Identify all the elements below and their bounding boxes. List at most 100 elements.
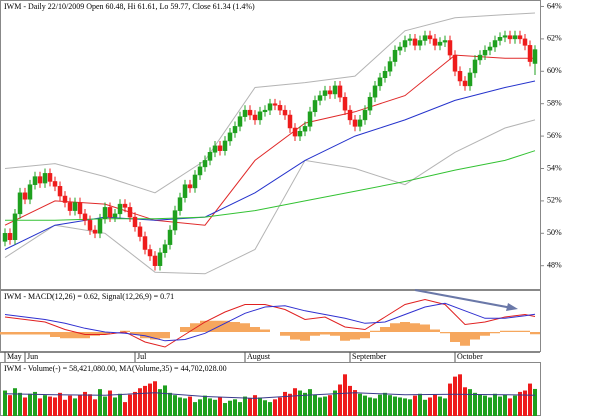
candle-body (217, 145, 223, 151)
volume-bar (433, 394, 437, 416)
volume-bar (183, 398, 187, 416)
candle-body (252, 114, 258, 121)
volume-bar (103, 396, 107, 416)
macd-histogram-bar (440, 332, 450, 334)
volume-bar (198, 399, 202, 416)
volume-bar (88, 394, 92, 416)
candle-body (17, 192, 23, 215)
volume-bar (53, 397, 57, 416)
candle-body (272, 103, 278, 106)
volume-bar (263, 400, 267, 416)
macd-histogram-bar (450, 332, 460, 342)
candle-body (117, 203, 123, 215)
volume-bar (318, 397, 322, 416)
macd-histogram-bar (520, 330, 530, 332)
y-tick-label: 48% (547, 261, 562, 270)
volume-bar (443, 398, 447, 416)
volume-bar (233, 399, 237, 416)
candle-body (72, 202, 78, 211)
candle-body (367, 96, 373, 111)
macd-histogram-bar (430, 329, 440, 332)
candle-body (192, 174, 198, 189)
volume-bar (208, 398, 212, 416)
volume-bar (253, 395, 257, 416)
candle-body (352, 119, 358, 127)
candle-body (82, 213, 88, 221)
y-tick-label: 58% (547, 99, 562, 108)
volume-bar (3, 390, 7, 416)
volume-bar (68, 395, 72, 416)
candle-body (327, 90, 333, 95)
volume-bar (343, 374, 347, 416)
volume-bar (203, 395, 207, 416)
volume-bar (393, 396, 397, 416)
volume-bar (398, 397, 402, 416)
candle-body (512, 35, 518, 40)
candle-body (57, 186, 63, 197)
volume-bar (328, 395, 332, 416)
volume-bar (363, 395, 367, 416)
macd-histogram-bar (280, 332, 290, 336)
volume-bar (298, 390, 302, 416)
volume-bar (23, 397, 27, 416)
macd-histogram-bar (120, 330, 130, 332)
y-tick-label: 54% (547, 163, 562, 172)
candle-body (322, 90, 328, 96)
candle-body (282, 109, 288, 116)
volume-bar (73, 398, 77, 416)
indicator-line (4, 80, 536, 250)
date-label: August (247, 352, 271, 361)
indicator-line (5, 150, 536, 221)
macd-histogram-bar (490, 332, 500, 334)
candle-body (32, 176, 38, 185)
candle-body (207, 152, 213, 161)
candle-body (242, 109, 248, 117)
candle-body (227, 132, 233, 142)
candle-body (522, 38, 528, 46)
candle-body (307, 111, 313, 127)
macd-histogram-bar (200, 320, 210, 332)
indicator-line (4, 12, 536, 194)
candle-body (412, 38, 418, 46)
volume-bar (128, 394, 132, 416)
volume-bar (488, 397, 492, 416)
volume-bar (528, 383, 532, 416)
candle-body (77, 202, 83, 215)
volume-bar (368, 397, 372, 416)
candle-body (7, 233, 13, 241)
macd-histogram-bar (0, 332, 10, 335)
candle-body (407, 38, 413, 41)
macd-histogram-bar (470, 332, 480, 340)
volume-bar (283, 391, 287, 416)
candle-body (312, 100, 318, 113)
candle-body (332, 85, 338, 95)
macd-histogram-bar (330, 332, 340, 336)
candle-body (317, 95, 323, 101)
volume-bar (463, 387, 467, 416)
macd-histogram-bar (340, 332, 350, 341)
date-label: May (7, 352, 22, 361)
volume-bar (93, 399, 97, 416)
volume-bar (383, 392, 387, 416)
indicator-line (4, 298, 536, 348)
macd-panel (0, 290, 541, 352)
volume-bar (108, 390, 112, 416)
macd-histogram-bar (480, 332, 490, 336)
candle-body (497, 37, 503, 41)
volume-bar (413, 395, 417, 416)
candle-body (382, 71, 388, 79)
macd-histogram-bar (20, 332, 30, 335)
y-tick-label: 52% (547, 196, 562, 205)
candle-body (232, 126, 238, 134)
candle-body (477, 54, 483, 61)
macd-histogram-bar (40, 332, 50, 335)
volume-bar (168, 392, 172, 416)
volume-bar (133, 391, 137, 416)
macd-histogram-bar (190, 323, 200, 332)
candle-body (492, 40, 498, 48)
volume-bar (493, 393, 497, 416)
volume-bar (213, 399, 217, 416)
indicator-line (4, 54, 535, 226)
candle-body (47, 173, 53, 182)
volume-bar (243, 396, 247, 416)
